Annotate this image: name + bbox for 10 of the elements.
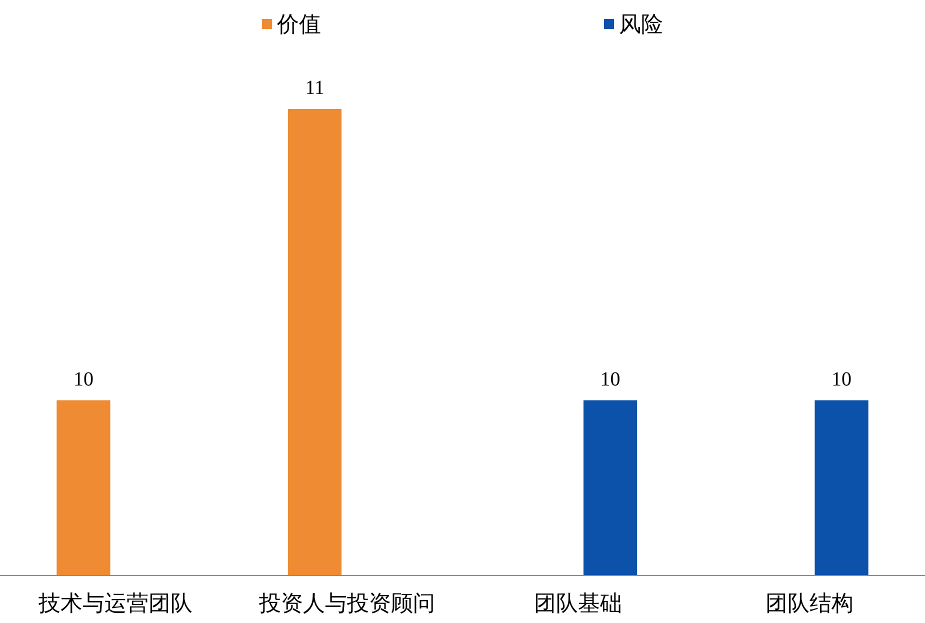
data-label: 10 (73, 368, 94, 390)
x-tick-label: 投资人与投资顾问 (258, 590, 435, 616)
x-tick-label: 技术与运营团队 (38, 590, 193, 616)
x-tick-label: 团队基础 (534, 590, 622, 616)
x-tick-label: 团队结构 (765, 590, 854, 616)
legend-label: 风险 (619, 12, 663, 36)
legend-label: 价值 (276, 12, 321, 36)
data-label: 10 (832, 368, 852, 390)
data-label: 10 (600, 368, 620, 390)
data-label: 11 (305, 77, 324, 99)
